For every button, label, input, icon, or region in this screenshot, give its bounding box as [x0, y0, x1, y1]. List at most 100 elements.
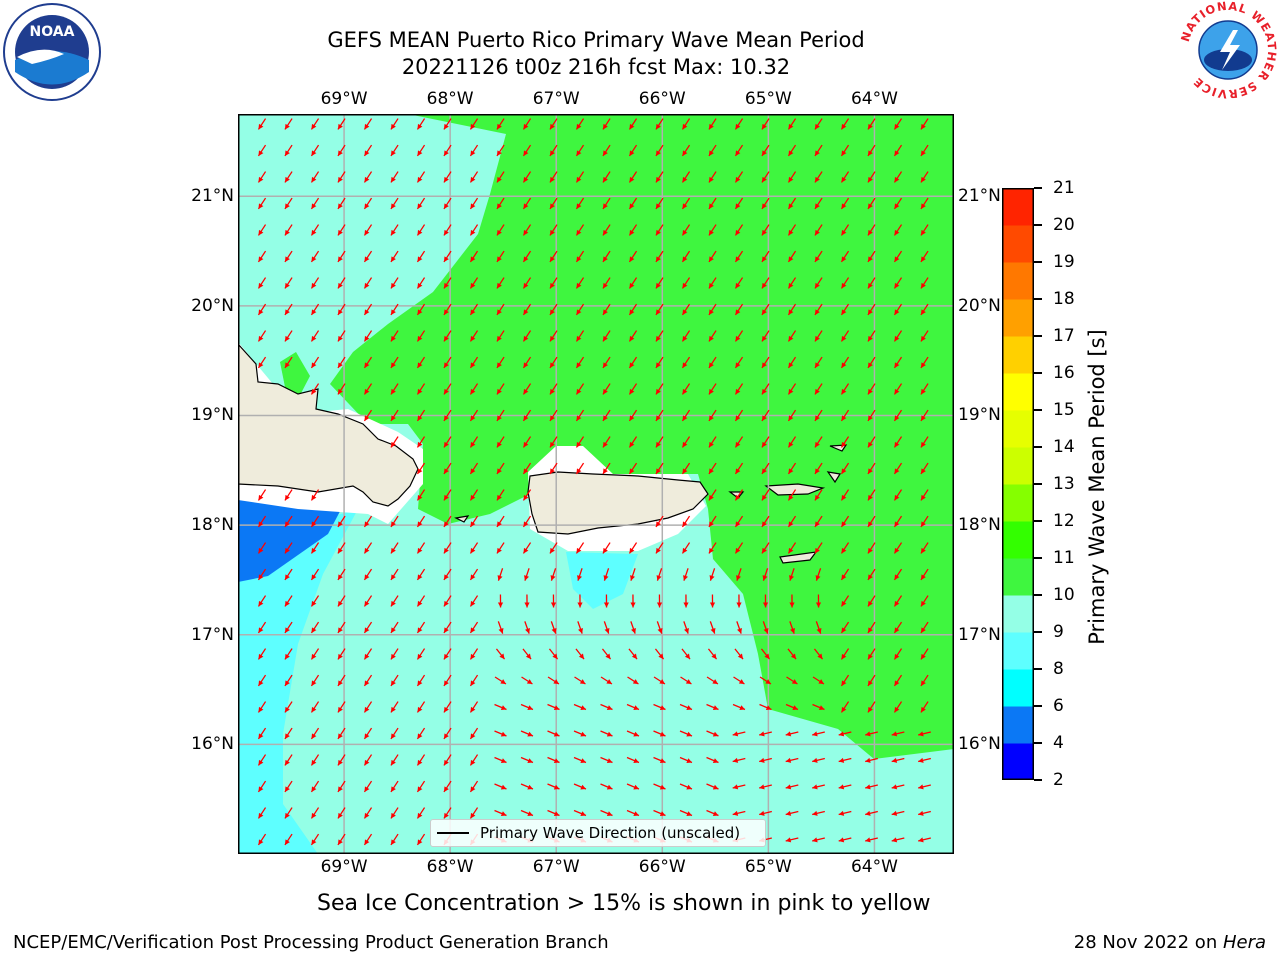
wave-arrow	[284, 568, 293, 581]
colorbar-tick-mark	[1034, 705, 1042, 707]
wave-arrow	[708, 356, 717, 369]
wave-arrow	[416, 807, 426, 819]
graticule	[238, 114, 954, 854]
wave-arrow	[602, 118, 611, 130]
wave-arrow	[628, 118, 638, 130]
wave-arrow	[706, 783, 719, 790]
wave-arrow	[469, 462, 479, 475]
wave-arrow	[759, 757, 772, 763]
colorbar-swatch	[1002, 706, 1034, 744]
wave-arrow	[284, 780, 293, 793]
wave-arrow	[893, 356, 903, 369]
wave-arrow	[867, 515, 876, 528]
wave-arrow	[310, 648, 320, 660]
wave-arrow	[443, 807, 452, 819]
wave-arrow	[575, 383, 585, 395]
wave-arrow	[600, 703, 613, 711]
wave-arrow	[655, 197, 664, 210]
lat-tick-right: 19°N	[958, 405, 1001, 426]
wave-arrow	[310, 515, 320, 528]
wave-arrow	[708, 383, 717, 395]
lon-tick-bottom: 69°W	[320, 857, 368, 877]
wave-arrow	[390, 648, 399, 660]
wave-arrow	[443, 648, 452, 660]
wave-arrow	[891, 810, 905, 816]
wave-arrow	[496, 144, 505, 157]
wave-arrow	[469, 648, 479, 660]
wave-arrow	[443, 409, 452, 422]
colorbar-tick-label: 18	[1053, 289, 1075, 309]
wave-arrow	[416, 595, 426, 607]
wave-arrow	[787, 197, 797, 210]
wave-arrow	[284, 197, 293, 210]
wave-arrow	[867, 383, 876, 395]
wave-arrow	[390, 780, 399, 793]
wave-arrow	[655, 303, 664, 316]
wave-arrow	[520, 703, 534, 711]
wave-arrow	[310, 489, 320, 501]
wave-arrow	[310, 144, 320, 157]
wave-arrow	[734, 303, 744, 316]
wave-arrow	[390, 277, 399, 289]
colorbar-tick-label: 15	[1053, 400, 1075, 420]
wave-arrow	[865, 837, 878, 843]
wave-arrow	[337, 515, 346, 528]
wave-arrow	[284, 727, 293, 740]
wave-arrow	[390, 436, 399, 448]
wave-arrow	[257, 595, 267, 607]
wave-arrow	[761, 118, 770, 130]
wave-arrow	[891, 757, 905, 763]
wave-arrow	[706, 756, 719, 764]
wave-arrow	[655, 542, 664, 554]
lat-tick-right: 20°N	[958, 295, 1001, 316]
wave-arrow	[785, 810, 799, 816]
wave-arrow	[732, 757, 746, 763]
wave-arrow	[390, 754, 399, 766]
wave-arrow	[257, 330, 267, 342]
wave-arrow	[706, 730, 719, 737]
wave-arrow	[732, 731, 746, 737]
wave-arrow	[918, 731, 931, 737]
wave-arrow	[787, 224, 797, 236]
wave-arrow	[496, 250, 505, 263]
wave-arrow	[416, 197, 426, 210]
wave-arrow	[363, 409, 373, 422]
wave-arrow	[469, 356, 479, 369]
wave-arrow	[708, 489, 717, 501]
wave-arrow	[363, 118, 373, 130]
wave-arrow	[520, 783, 534, 790]
wave-arrow	[626, 730, 640, 737]
wave-arrow	[867, 595, 876, 607]
wave-arrow	[310, 250, 320, 263]
wave-arrow	[893, 330, 903, 342]
wave-arrow	[522, 224, 532, 236]
wave-arrow	[310, 621, 320, 634]
legend-label: Primary Wave Direction (unscaled)	[480, 824, 741, 842]
wave-arrow	[496, 383, 505, 395]
wave-arrow	[628, 542, 638, 554]
wave-arrow	[655, 383, 664, 395]
wave-arrow	[575, 436, 585, 448]
wave-arrow	[522, 277, 532, 289]
wave-arrow	[603, 621, 610, 634]
footer-date: 28 Nov 2022 on Hera	[1074, 932, 1266, 953]
wave-arrow	[443, 197, 452, 210]
wave-arrow	[893, 648, 903, 660]
wave-arrow	[522, 197, 532, 210]
wave-arrow	[522, 330, 532, 342]
wave-arrow	[867, 436, 876, 448]
wave-arrow	[708, 144, 717, 157]
wave-arrow	[337, 250, 346, 263]
wave-arrow	[522, 648, 532, 660]
wave-arrow	[469, 436, 479, 448]
wave-arrow	[602, 383, 611, 395]
wave-arrow	[787, 250, 797, 263]
wave-arrow	[761, 197, 770, 210]
wave-arrow	[496, 356, 505, 369]
land-virgin-islands-north	[764, 483, 826, 496]
wave-arrow	[337, 595, 346, 607]
wave-arrow	[416, 224, 426, 236]
wave-arrow	[655, 515, 664, 528]
colorbar-tick-label: 13	[1053, 474, 1075, 494]
wave-arrow	[734, 224, 744, 236]
